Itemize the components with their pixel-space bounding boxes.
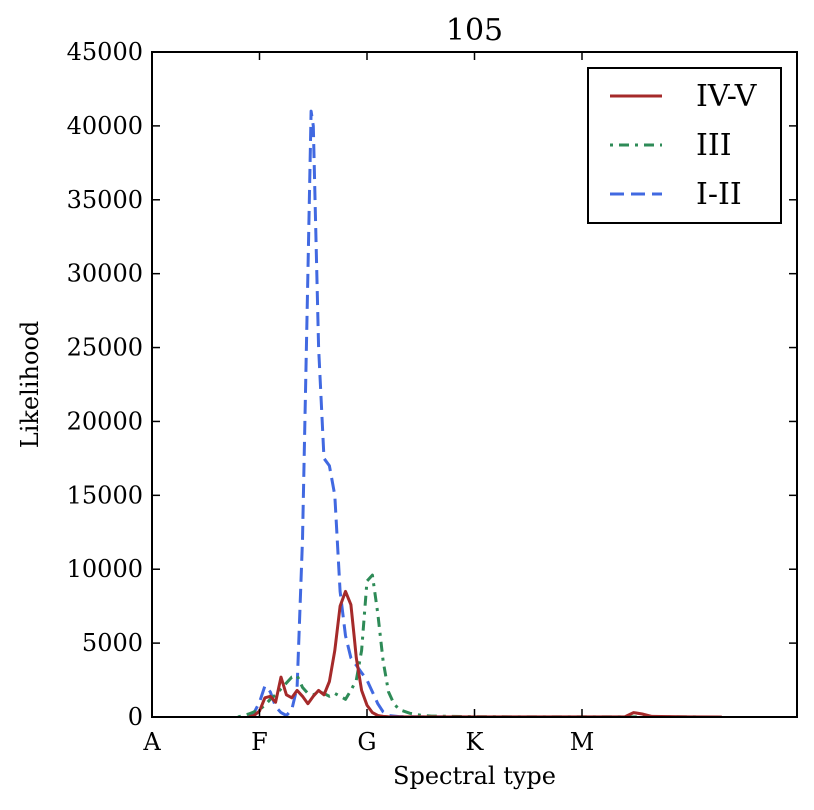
x-axis-title: Spectral type [393,762,556,790]
chart-title: 105 [446,13,503,48]
legend-label-iv-v: IV-V [696,79,758,114]
x-tick-label: F [251,728,268,756]
y-tick-label: 10000 [67,555,143,583]
y-tick-label: 35000 [67,186,143,214]
series-line-iii [237,573,722,717]
legend-label-iii: III [696,128,732,163]
legend-label-i-ii: I-II [696,177,742,212]
y-tick-label: 30000 [67,260,143,288]
y-tick-label: 45000 [67,38,143,66]
y-tick-label: 15000 [67,481,143,509]
y-tick-label: 0 [128,703,143,731]
y-tick-label: 5000 [82,629,143,657]
ticks-layer: A F G K M 0 5000 10000 15000 20000 25000 30000 35000… [67,38,797,756]
series-line-iv-v [248,589,722,717]
x-tick-label: G [357,728,376,756]
series-line-i-ii [247,109,475,717]
y-axis-title: Likelihood [16,321,44,448]
x-tick-label: K [466,728,485,756]
legend: IV-V III I-II [587,67,782,224]
x-tick-label: A [142,728,161,756]
x-tick-label: M [570,728,595,756]
y-tick-label: 40000 [67,112,143,140]
y-tick-label: 20000 [67,407,143,435]
y-tick-label: 25000 [67,334,143,362]
